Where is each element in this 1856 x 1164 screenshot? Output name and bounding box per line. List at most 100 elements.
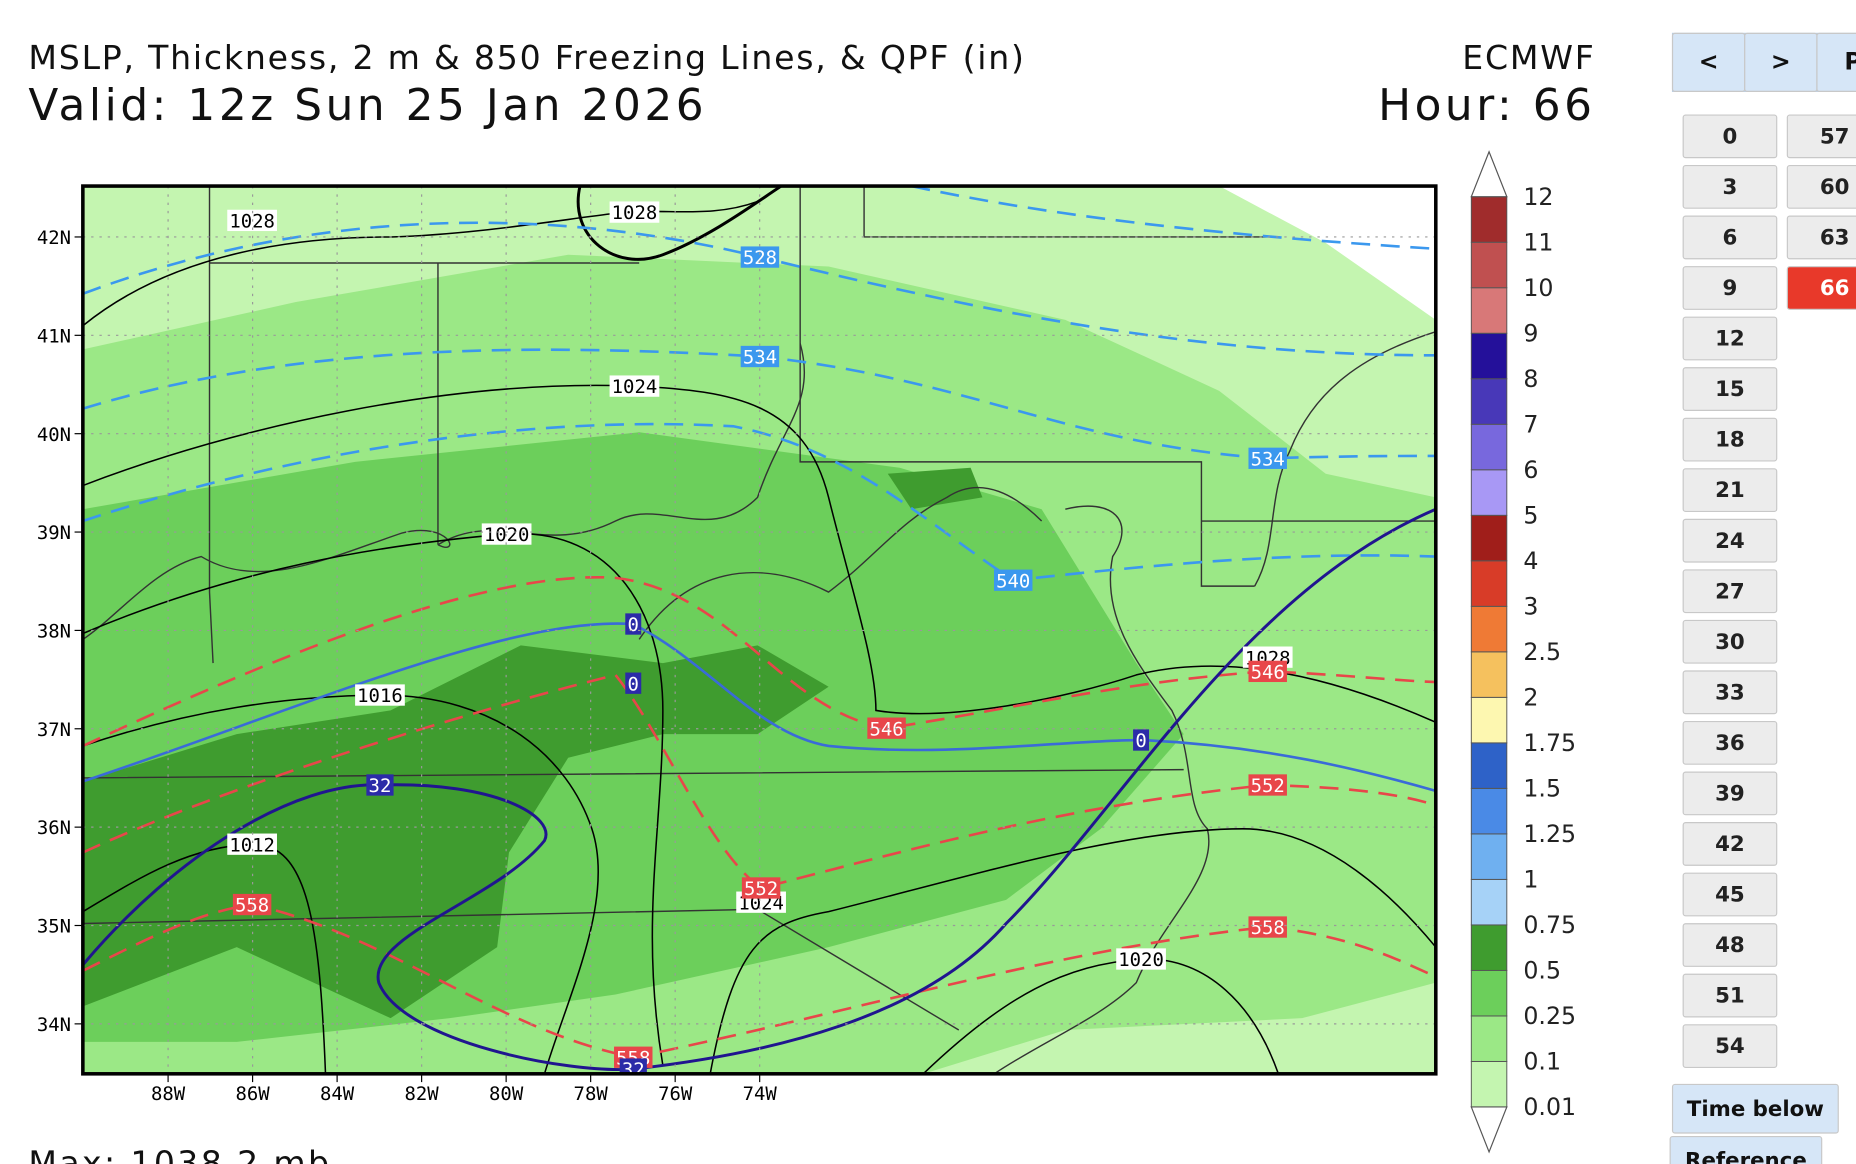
qpf-shade: [82, 645, 829, 1019]
button[interactable]: 36: [1682, 720, 1778, 765]
button[interactable]: 48: [1682, 923, 1778, 967]
button-label: 21: [1715, 478, 1745, 503]
button-label: 66: [1820, 276, 1850, 301]
button-bg: [1682, 1024, 1778, 1069]
button-label: 9: [1723, 276, 1738, 301]
colorbar-label: 7: [1523, 411, 1538, 439]
button-bg: [1682, 822, 1778, 866]
button[interactable]: <: [1671, 32, 1746, 92]
contour-label-bg: [1116, 948, 1166, 970]
button[interactable]: 51: [1682, 973, 1778, 1018]
colorbar-label: 11: [1523, 229, 1553, 257]
button[interactable]: 12: [1682, 316, 1778, 361]
colorbar-label: 0.1: [1523, 1048, 1561, 1076]
button[interactable]: 45: [1682, 872, 1778, 917]
colorbar-swatch: [1470, 651, 1508, 698]
button[interactable]: 9: [1682, 266, 1778, 310]
button[interactable]: 15: [1682, 367, 1778, 411]
button[interactable]: 60: [1786, 164, 1856, 209]
colorbar-label: 0.75: [1523, 911, 1576, 939]
contour-label: 528: [743, 247, 777, 269]
contour-label: 558: [235, 895, 269, 917]
button-bg: [1682, 619, 1778, 664]
contour-label: 540: [996, 570, 1030, 592]
contour-label: 1012: [229, 834, 275, 856]
button[interactable]: P: [1816, 32, 1856, 92]
button[interactable]: 66: [1786, 266, 1856, 310]
lon-label: 78W: [574, 1083, 609, 1105]
colorbar-swatch: [1470, 1060, 1508, 1108]
button-label: 0: [1723, 124, 1738, 149]
button[interactable]: 54: [1682, 1024, 1778, 1069]
contour-label-bg: [740, 345, 780, 368]
button-bg: [1682, 973, 1778, 1018]
button[interactable]: >: [1744, 32, 1818, 92]
contour-label-bg: [625, 672, 642, 694]
button-label: 3: [1723, 175, 1738, 200]
button[interactable]: 3: [1682, 164, 1778, 209]
button[interactable]: 24: [1682, 518, 1778, 563]
button-bg: [1682, 215, 1778, 260]
lat-label: 36N: [37, 817, 71, 839]
button-label: Time below: [1687, 1097, 1824, 1122]
colorbar-swatch: [1470, 924, 1508, 971]
colorbar-label: 1.75: [1523, 729, 1576, 757]
qpf-shade: [887, 467, 983, 510]
button-bg: [1786, 164, 1856, 209]
button-label: 27: [1715, 579, 1745, 604]
map: 1028 102810241020101610121024102010285285…: [82, 186, 1436, 1074]
contour-label-bg: [619, 1058, 647, 1074]
contour-label: 546: [1251, 661, 1285, 683]
contour-label-bg: [993, 569, 1033, 591]
colorbar-label: 9: [1523, 320, 1538, 348]
button[interactable]: 0: [1682, 114, 1778, 159]
button[interactable]: 6: [1682, 215, 1778, 260]
button-bg: [1682, 468, 1778, 513]
button[interactable]: 42: [1682, 822, 1778, 866]
button-bg: [1786, 114, 1856, 159]
contour-label: 1020: [1118, 949, 1164, 971]
button-bg: [1682, 569, 1778, 614]
button-bg: [1816, 32, 1856, 92]
contour-label-bg: [227, 833, 277, 855]
button[interactable]: 39: [1682, 771, 1778, 816]
contour-label: 1016: [357, 685, 403, 707]
button-bg: [1682, 164, 1778, 209]
button[interactable]: 63: [1786, 215, 1856, 260]
button-bg: [1682, 518, 1778, 563]
lon-label: 88W: [151, 1083, 186, 1105]
button-bg: [1682, 316, 1778, 361]
contour-label: 0: [1135, 730, 1146, 752]
button[interactable]: 21: [1682, 468, 1778, 513]
button[interactable]: 18: [1682, 417, 1778, 462]
colorbar-label: 12: [1523, 183, 1553, 211]
contour-label-bg: [609, 201, 660, 223]
button-label: 36: [1715, 731, 1745, 756]
lon-label: 86W: [236, 1083, 271, 1105]
button[interactable]: Time below: [1671, 1083, 1839, 1134]
button-label: >: [1771, 47, 1791, 75]
lat-label: 34N: [37, 1014, 71, 1036]
button-bg: [1682, 266, 1778, 310]
contour-label: 534: [1251, 448, 1285, 470]
button[interactable]: 27: [1682, 569, 1778, 614]
colorbar-label: 3: [1523, 593, 1538, 621]
colorbar-label: 6: [1523, 456, 1538, 484]
colorbar-swatch: [1470, 423, 1508, 471]
lon-label: 82W: [405, 1083, 440, 1105]
forecast-hour: Hour: 66: [1378, 80, 1595, 131]
lat-label: 37N: [37, 719, 71, 741]
colorbar-arrow: [1470, 150, 1508, 198]
button[interactable]: Reference: [1669, 1135, 1823, 1164]
button[interactable]: 30: [1682, 619, 1778, 664]
button[interactable]: 33: [1682, 670, 1778, 715]
button-bg: [1682, 771, 1778, 816]
contour-label: 552: [744, 878, 778, 900]
button-bg: [1682, 720, 1778, 765]
contour-label-bg: [609, 375, 660, 397]
colorbar-label: 5: [1523, 502, 1538, 530]
contour-label-bg: [1248, 774, 1287, 796]
colorbar-swatch: [1470, 241, 1508, 289]
button[interactable]: 57: [1786, 114, 1856, 159]
button-bg: [1786, 266, 1856, 310]
